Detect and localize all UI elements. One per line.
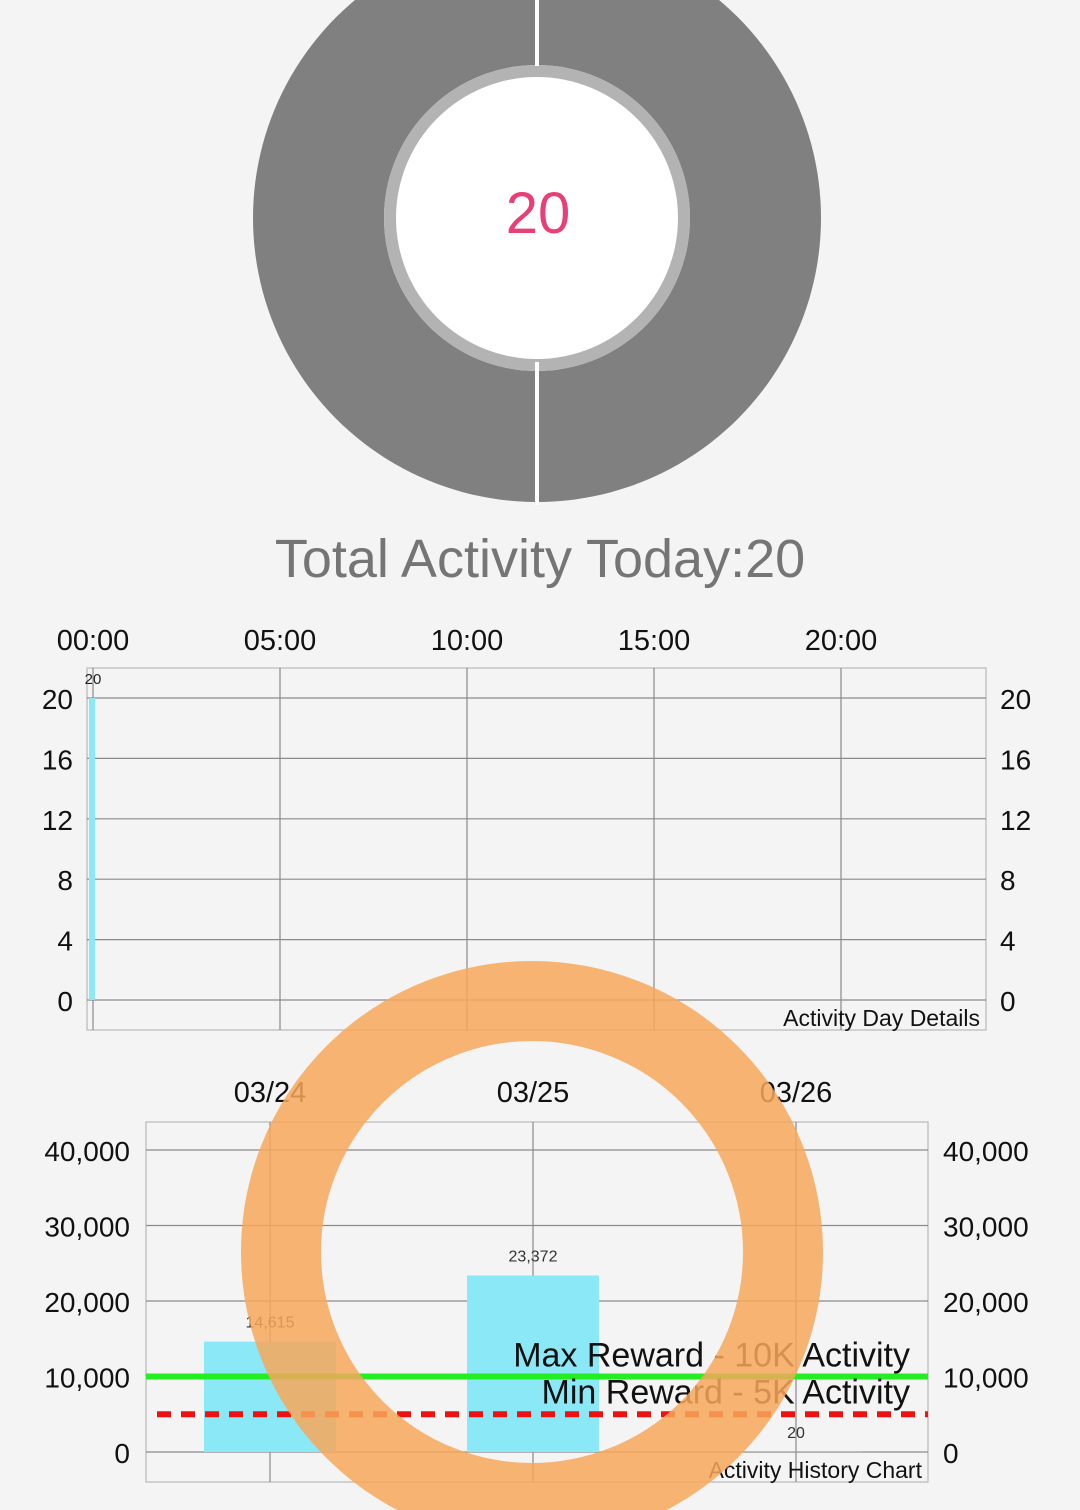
day-bar xyxy=(89,698,95,1000)
min-reward-label: Min Reward - 5K Activity xyxy=(542,1374,910,1412)
activity-donut xyxy=(253,0,822,505)
day-y-tick-left: 20 xyxy=(42,684,73,715)
day-y-tick-right: 0 xyxy=(1000,986,1016,1017)
max-reward-label: Max Reward - 10K Activity xyxy=(513,1337,910,1375)
total-activity-label: Total Activity Today:20 xyxy=(274,529,806,589)
day-y-tick-left: 12 xyxy=(42,805,73,836)
history-bar-label: 14,615 xyxy=(246,1315,295,1332)
donut-center xyxy=(396,77,678,359)
day-y-tick-right: 8 xyxy=(1000,865,1016,896)
history-y-tick-right: 40,000 xyxy=(943,1136,1029,1167)
history-x-tick: 03/24 xyxy=(234,1077,307,1109)
history-y-tick-left: 10,000 xyxy=(44,1363,130,1394)
day-x-tick: 20:00 xyxy=(805,625,878,657)
history-y-tick-left: 0 xyxy=(114,1438,130,1469)
history-chart-title: Activity History Chart xyxy=(709,1457,923,1483)
center-activity-value: 20 xyxy=(505,181,571,246)
history-y-tick-right: 20,000 xyxy=(943,1287,1029,1318)
history-bar xyxy=(204,1341,336,1452)
history-y-tick-right: 10,000 xyxy=(943,1363,1029,1394)
day-y-tick-left: 8 xyxy=(57,865,73,896)
history-x-tick: 03/25 xyxy=(497,1077,570,1109)
history-bar-label: 20 xyxy=(787,1425,805,1442)
history-y-tick-right: 30,000 xyxy=(943,1212,1029,1243)
day-x-tick: 10:00 xyxy=(431,625,504,657)
day-chart-frame xyxy=(86,667,987,1031)
day-y-tick-left: 0 xyxy=(57,986,73,1017)
day-y-tick-right: 12 xyxy=(1000,805,1031,836)
day-chart-title: Activity Day Details xyxy=(783,1005,980,1031)
day-y-tick-right: 4 xyxy=(1000,926,1016,957)
activity-day-chart[interactable]: 0 0 4 4 8 8 12 12 16 16 20 20 00:00 05:00 10:00 15:00 20… xyxy=(0,610,1080,1040)
history-x-tick: 03/26 xyxy=(760,1077,833,1109)
activity-history-chart[interactable]: 0 0 10,000 10,000 20,000 20,000 30,000 30,000 40… xyxy=(0,1062,1080,1510)
day-y-tick-left: 16 xyxy=(42,744,73,775)
donut-ring xyxy=(253,0,822,502)
history-bar-label: 23,372 xyxy=(509,1249,558,1266)
day-x-tick: 00:00 xyxy=(57,625,130,657)
history-y-tick-left: 40,000 xyxy=(44,1136,130,1167)
day-bar-label: 20 xyxy=(85,671,102,688)
history-y-tick-right: 0 xyxy=(943,1438,959,1469)
day-x-tick: 15:00 xyxy=(618,625,691,657)
history-y-tick-left: 30,000 xyxy=(44,1212,130,1243)
history-y-tick-left: 20,000 xyxy=(44,1287,130,1318)
day-y-tick-right: 20 xyxy=(1000,684,1031,715)
day-x-tick: 05:00 xyxy=(244,625,317,657)
day-y-tick-left: 4 xyxy=(57,926,73,957)
day-y-tick-right: 16 xyxy=(1000,744,1031,775)
